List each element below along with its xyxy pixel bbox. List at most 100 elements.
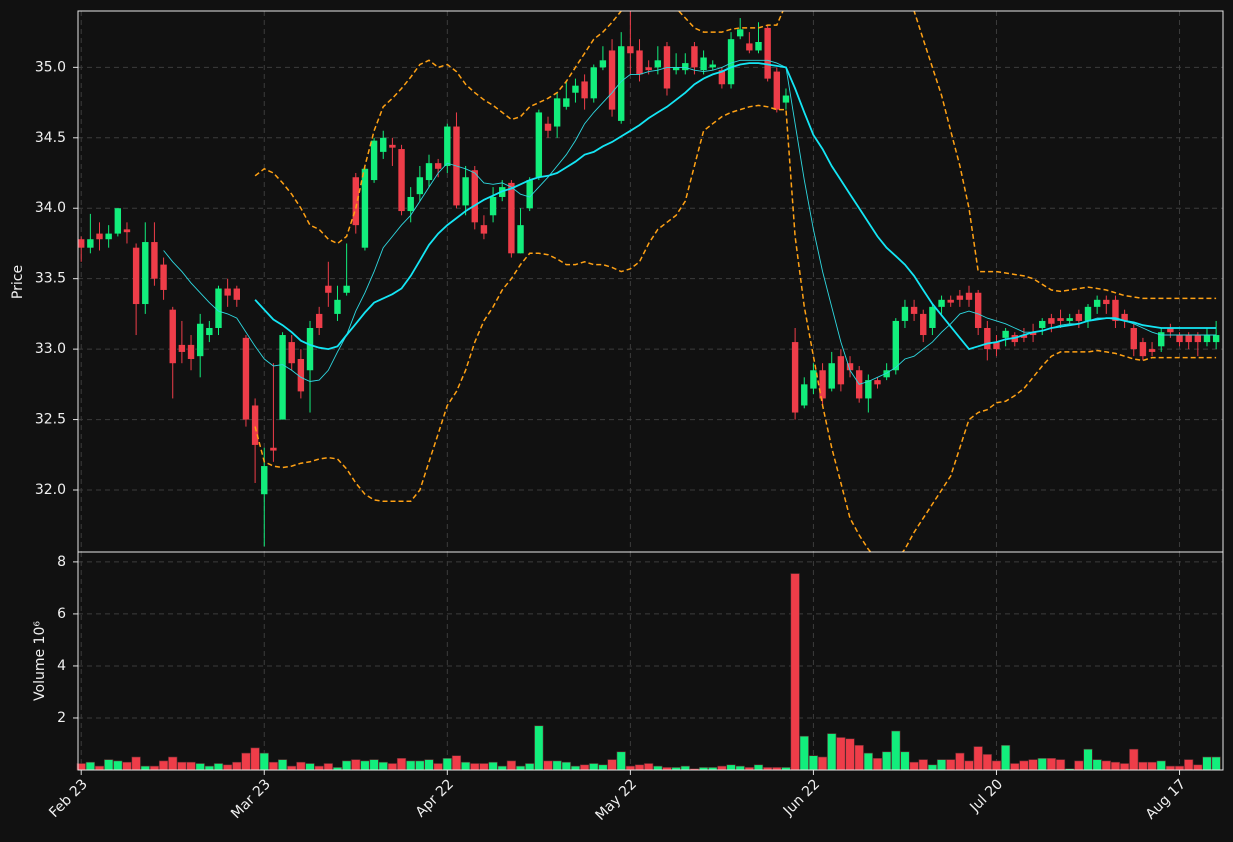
candle-body xyxy=(306,327,314,371)
candle-body xyxy=(947,299,954,303)
candle-body xyxy=(581,81,588,99)
candle-body xyxy=(837,356,845,385)
volume-bar xyxy=(204,765,214,771)
y-tick-label: 4 xyxy=(57,658,66,674)
volume-bar xyxy=(552,760,562,771)
candle-body xyxy=(553,98,561,127)
volume-bar xyxy=(735,765,745,771)
candle-body xyxy=(1103,299,1110,305)
candle-body xyxy=(517,225,524,254)
candle-body xyxy=(535,112,543,178)
candle-body xyxy=(645,67,652,71)
candle-body xyxy=(627,46,634,54)
candle-body xyxy=(261,466,268,495)
candle-body xyxy=(755,41,762,51)
volume-bar xyxy=(973,746,983,771)
candle-body xyxy=(691,46,698,68)
volume-bar xyxy=(250,747,260,771)
candle-body xyxy=(590,67,597,99)
candle-body xyxy=(544,123,552,131)
candle-body xyxy=(874,380,881,385)
volume-bar xyxy=(213,763,224,771)
candle-body xyxy=(132,247,140,305)
volume-bar xyxy=(104,759,114,771)
candle-body xyxy=(1158,332,1165,347)
candle-body xyxy=(563,98,570,107)
volume-bar xyxy=(808,755,819,771)
volume-bar xyxy=(488,761,498,771)
volume-bar xyxy=(534,725,544,771)
volume-bar xyxy=(799,735,809,771)
candle-body xyxy=(709,64,716,68)
candle-body xyxy=(325,285,332,293)
candle-body xyxy=(343,285,350,293)
candle-body xyxy=(1112,299,1119,321)
candle-body xyxy=(251,405,259,445)
line-series xyxy=(254,104,1217,552)
candle-body xyxy=(654,60,662,68)
volume-bar xyxy=(369,759,379,771)
candle-body xyxy=(910,306,918,314)
volume-bar xyxy=(817,756,828,771)
candle-body xyxy=(434,163,442,169)
volume-frame xyxy=(77,551,1224,771)
candle-body xyxy=(929,306,936,328)
candle-body xyxy=(1020,335,1028,338)
y-tick-label: 8 xyxy=(57,554,66,570)
candle-body xyxy=(773,71,781,110)
volume-bar xyxy=(1083,748,1093,771)
volume-bar xyxy=(598,764,608,771)
volume-bar xyxy=(1019,760,1029,771)
candle-body xyxy=(462,177,469,206)
candle-body xyxy=(380,137,387,152)
y-tick-label: 6 xyxy=(57,606,66,622)
y-tick-label: 32.5 xyxy=(35,412,66,428)
volume-bar xyxy=(1165,765,1175,771)
volume-bar xyxy=(653,765,663,771)
candle-body xyxy=(846,363,854,371)
volume-bar xyxy=(607,759,617,771)
candle-body xyxy=(1121,313,1128,321)
candle-body xyxy=(1048,318,1055,324)
volume-bar xyxy=(827,733,837,771)
volume-bar xyxy=(1055,759,1066,771)
volume-bar xyxy=(836,737,846,771)
volume-bar xyxy=(424,759,434,771)
volume-bar xyxy=(387,763,397,771)
volume-bar xyxy=(1046,757,1056,771)
candle-body xyxy=(187,344,195,359)
candle-body xyxy=(1066,318,1073,321)
candle-body xyxy=(1194,335,1202,343)
candle-body xyxy=(801,384,808,406)
volume-bar xyxy=(442,757,452,771)
y-axis-label: Volume 10⁶ xyxy=(32,621,48,701)
volume-bar xyxy=(561,761,571,771)
candle-body xyxy=(361,168,369,248)
volume-bar xyxy=(1184,759,1194,771)
volume-bar xyxy=(470,763,480,771)
candle-body xyxy=(480,225,488,234)
candle-body xyxy=(1029,332,1037,336)
candle-body xyxy=(1203,335,1211,343)
volume-bar xyxy=(543,760,553,771)
candle-body xyxy=(151,242,158,279)
candle-body xyxy=(727,39,735,85)
volume-bar xyxy=(85,761,95,771)
volume-bar xyxy=(323,763,333,771)
volume-bar xyxy=(277,759,288,771)
candle-body xyxy=(920,313,927,336)
candle-body xyxy=(196,323,204,357)
candle-body xyxy=(1093,299,1101,307)
candle-body xyxy=(425,163,433,181)
volume-bar xyxy=(122,761,132,771)
y-tick-label: 2 xyxy=(57,710,66,726)
volume-bar xyxy=(515,765,526,771)
candle-body xyxy=(444,126,451,166)
volume-bar xyxy=(1202,756,1212,771)
volume-bar xyxy=(616,751,626,771)
candle-body xyxy=(810,370,817,389)
candle-body xyxy=(974,292,982,328)
volume-bar xyxy=(396,757,407,771)
